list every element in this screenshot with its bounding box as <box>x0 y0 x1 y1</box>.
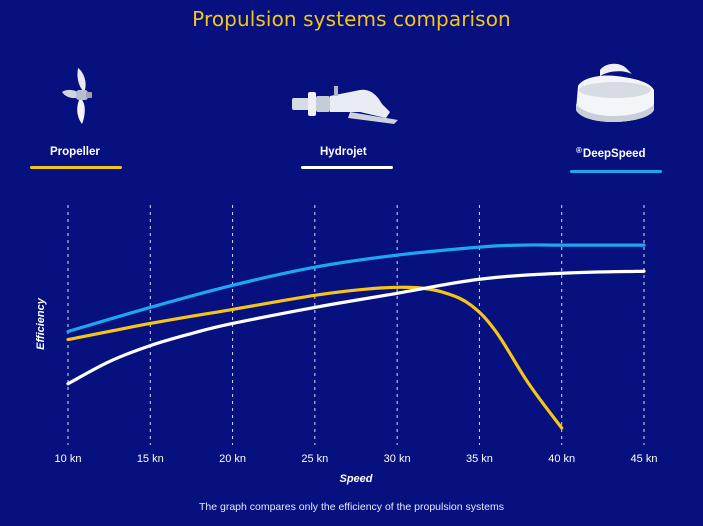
x-tick-label: 30 kn <box>384 453 411 465</box>
x-axis-title: Speed <box>339 473 372 485</box>
x-tick-label: 40 kn <box>548 453 575 465</box>
legend-line-hydrojet <box>301 166 393 169</box>
legend-line-deepspeed <box>570 170 662 173</box>
series-lines <box>66 243 646 430</box>
footnote: The graph compares only the efficiency o… <box>198 501 505 513</box>
legend-label-propeller: Propeller <box>50 146 100 158</box>
deepspeed-icon <box>576 63 654 122</box>
series-line-propeller <box>66 285 564 430</box>
hydrojet-icon <box>292 86 398 124</box>
x-tick-label: 45 kn <box>631 453 658 465</box>
legend-label-deepspeed-text: DeepSpeed <box>582 148 646 160</box>
legend-label-deepspeed: ®DeepSpeed <box>576 146 646 160</box>
x-tick-label: 25 kn <box>301 453 328 465</box>
legend-label-hydrojet: Hydrojet <box>320 146 367 158</box>
chart-title: Propulsion systems comparison <box>192 7 511 31</box>
x-tick-label: 15 kn <box>137 453 164 465</box>
x-tick-label: 35 kn <box>466 453 493 465</box>
y-axis-title: Efficiency <box>35 297 47 350</box>
x-tick-label: 10 kn <box>55 453 82 465</box>
legend-line-propeller <box>30 166 122 169</box>
grid-lines <box>67 205 645 445</box>
x-tick-labels: 10 kn 15 kn 20 kn 25 kn 30 kn 35 kn 40 kn 45 kn <box>55 453 658 465</box>
propeller-icon <box>62 68 92 124</box>
series-line-hydrojet <box>66 269 646 386</box>
series-line-deepspeed <box>66 243 646 334</box>
registered-mark: ® <box>576 146 582 155</box>
x-tick-label: 20 kn <box>219 453 246 465</box>
